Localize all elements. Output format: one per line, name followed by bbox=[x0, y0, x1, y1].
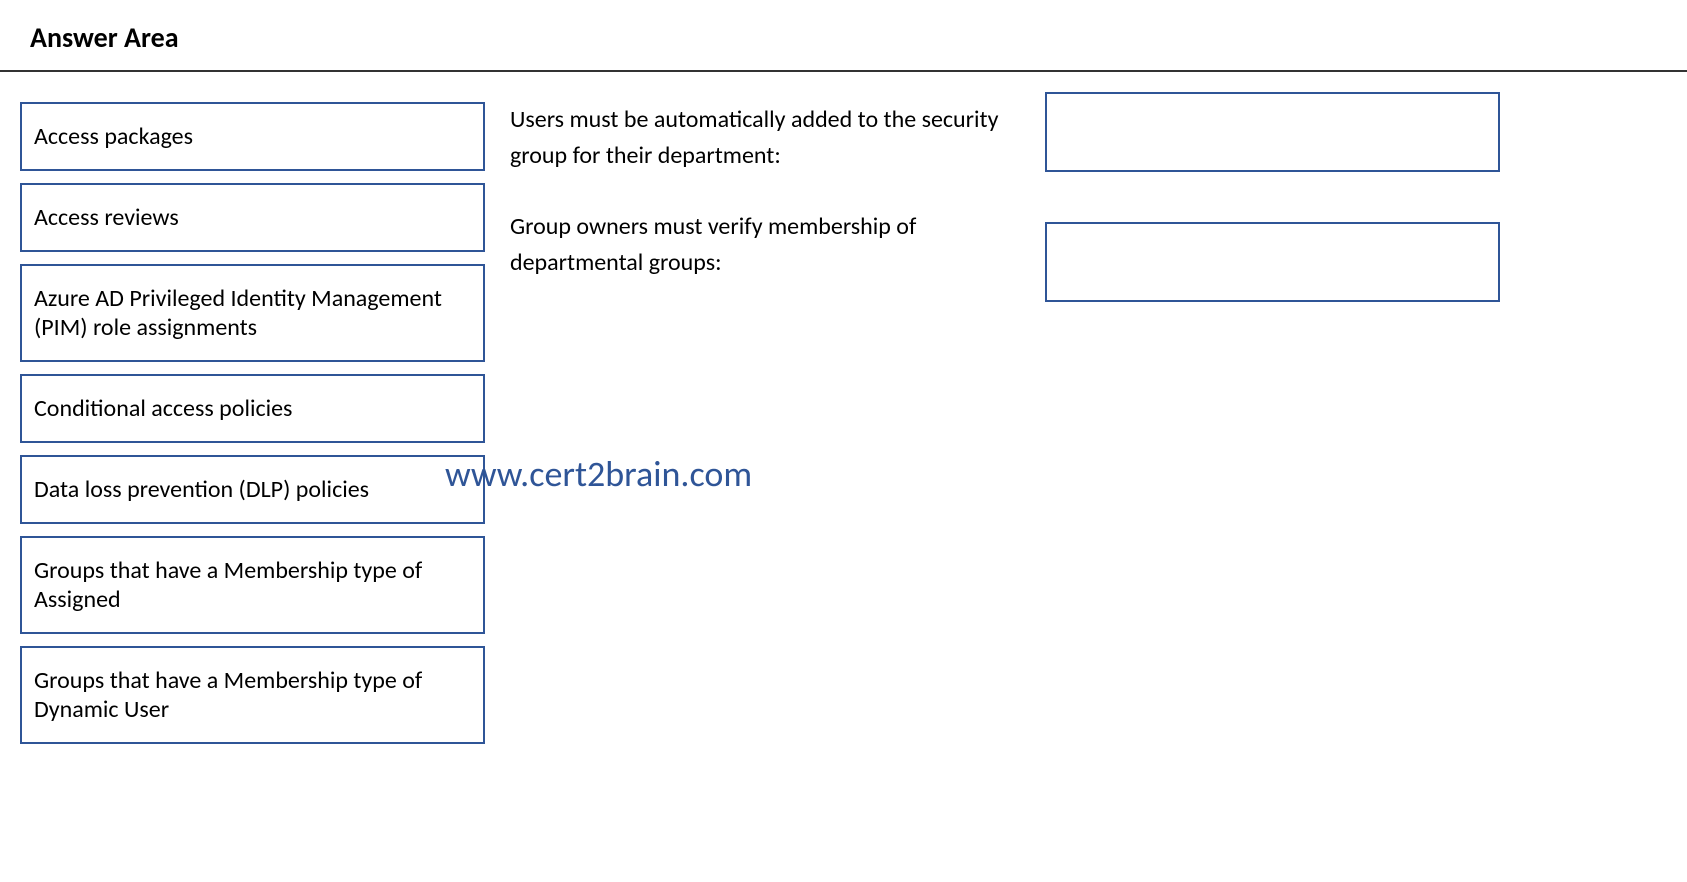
drop-target-1[interactable] bbox=[1045, 92, 1500, 172]
requirement-1-text: Users must be automatically added to the… bbox=[510, 102, 1030, 174]
requirements-column: Users must be automatically added to the… bbox=[510, 102, 1030, 316]
header: Answer Area bbox=[0, 0, 1687, 70]
option-conditional-access-policies[interactable]: Conditional access policies bbox=[20, 374, 485, 443]
drop-target-2[interactable] bbox=[1045, 222, 1500, 302]
page-title: Answer Area bbox=[30, 20, 1657, 55]
watermark: www.cert2brain.com bbox=[445, 452, 752, 496]
option-groups-dynamic-user[interactable]: Groups that have a Membership type of Dy… bbox=[20, 646, 485, 744]
drop-targets-column bbox=[1045, 92, 1500, 352]
requirement-2-text: Group owners must verify membership of d… bbox=[510, 209, 1030, 281]
content-area: Access packages Access reviews Azure AD … bbox=[0, 72, 1687, 764]
option-dlp-policies[interactable]: Data loss prevention (DLP) policies bbox=[20, 455, 485, 524]
option-access-reviews[interactable]: Access reviews bbox=[20, 183, 485, 252]
option-access-packages[interactable]: Access packages bbox=[20, 102, 485, 171]
option-groups-assigned[interactable]: Groups that have a Membership type of As… bbox=[20, 536, 485, 634]
options-column: Access packages Access reviews Azure AD … bbox=[20, 102, 485, 744]
option-pim-role-assignments[interactable]: Azure AD Privileged Identity Management … bbox=[20, 264, 485, 362]
